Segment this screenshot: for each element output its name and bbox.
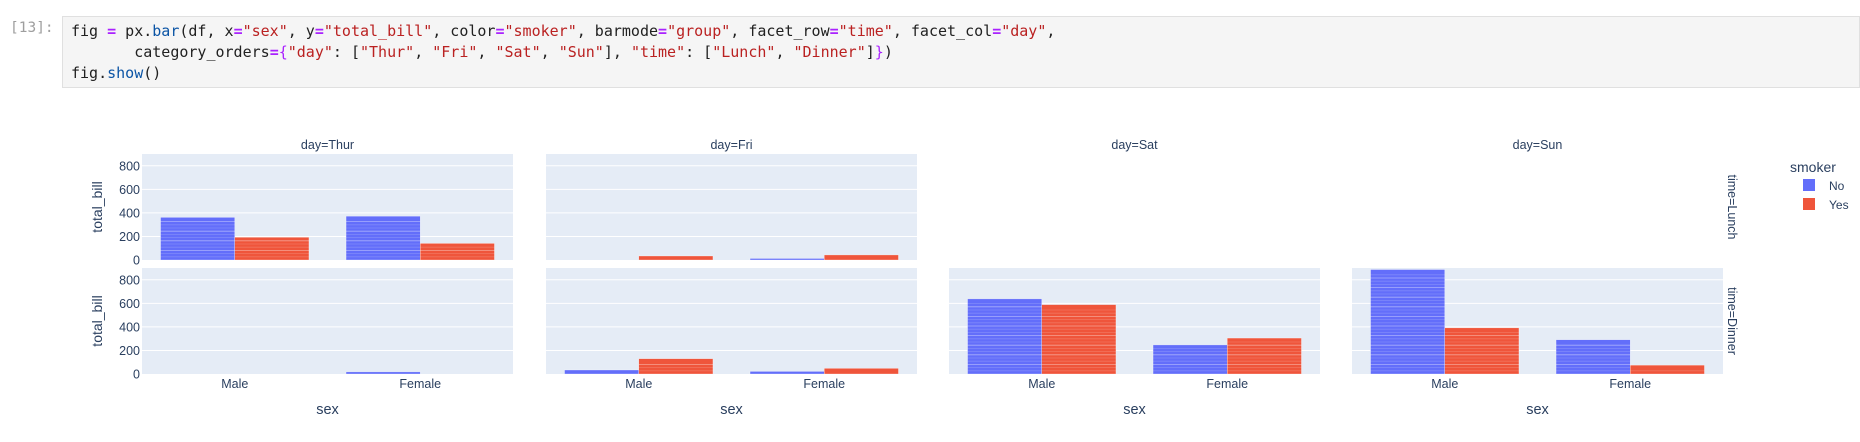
x-tick-label: Female: [1609, 377, 1651, 391]
x-tick-label: Female: [803, 377, 845, 391]
bar-no: [565, 370, 639, 374]
y-tick-label: 0: [133, 254, 140, 268]
legend-title: smoker: [1790, 159, 1836, 175]
x-axis-title: sex: [720, 402, 743, 418]
facet-row-title: time=Dinner: [1725, 287, 1739, 355]
y-tick-label: 200: [119, 230, 140, 244]
bar-no: [750, 258, 824, 260]
bar-yes: [824, 255, 898, 260]
y-tick-label: 800: [119, 273, 140, 287]
facet-col-title: day=Fri: [710, 138, 752, 152]
facet-plot-area: [142, 268, 513, 374]
x-tick-label: Female: [399, 377, 441, 391]
bar-yes: [824, 368, 898, 374]
x-axis-title: sex: [1123, 402, 1146, 418]
x-axis-title: sex: [316, 402, 339, 418]
x-tick-label: Male: [1431, 377, 1458, 391]
y-tick-label: 0: [133, 368, 140, 382]
facet-row-title: time=Lunch: [1725, 175, 1739, 240]
x-axis-title: sex: [1526, 402, 1549, 418]
facet-col-title: day=Sun: [1513, 138, 1563, 152]
x-tick-label: Male: [221, 377, 248, 391]
x-tick-label: Male: [625, 377, 652, 391]
facet-plot-area: [546, 268, 917, 374]
y-tick-label: 200: [119, 344, 140, 358]
y-tick-label: 400: [119, 320, 140, 334]
bar-yes: [1042, 305, 1116, 374]
legend-item-label: Yes: [1829, 198, 1849, 212]
y-tick-label: 600: [119, 297, 140, 311]
bar-yes: [639, 359, 713, 374]
legend-swatch-no: [1803, 179, 1815, 191]
y-tick-label: 400: [119, 206, 140, 220]
x-tick-label: Female: [1206, 377, 1248, 391]
y-tick-label: 800: [119, 159, 140, 173]
bar-yes: [420, 243, 494, 260]
bar-yes: [1227, 338, 1301, 374]
y-axis-title: total_bill: [89, 295, 105, 346]
legend-item-label: No: [1829, 179, 1845, 193]
facet-col-title: day=Sat: [1111, 138, 1158, 152]
y-tick-label: 600: [119, 183, 140, 197]
bar-no: [1153, 345, 1227, 374]
y-axis-title: total_bill: [89, 181, 105, 232]
facet-col-title: day=Thur: [301, 138, 354, 152]
x-tick-label: Male: [1028, 377, 1055, 391]
bar-no: [750, 371, 824, 374]
bar-yes: [639, 256, 713, 260]
bar-yes: [1630, 365, 1704, 374]
bar-no: [346, 372, 420, 374]
bar-yes: [1445, 328, 1519, 374]
legend-swatch-yes: [1803, 198, 1815, 210]
facet-plot-area: [546, 154, 917, 260]
